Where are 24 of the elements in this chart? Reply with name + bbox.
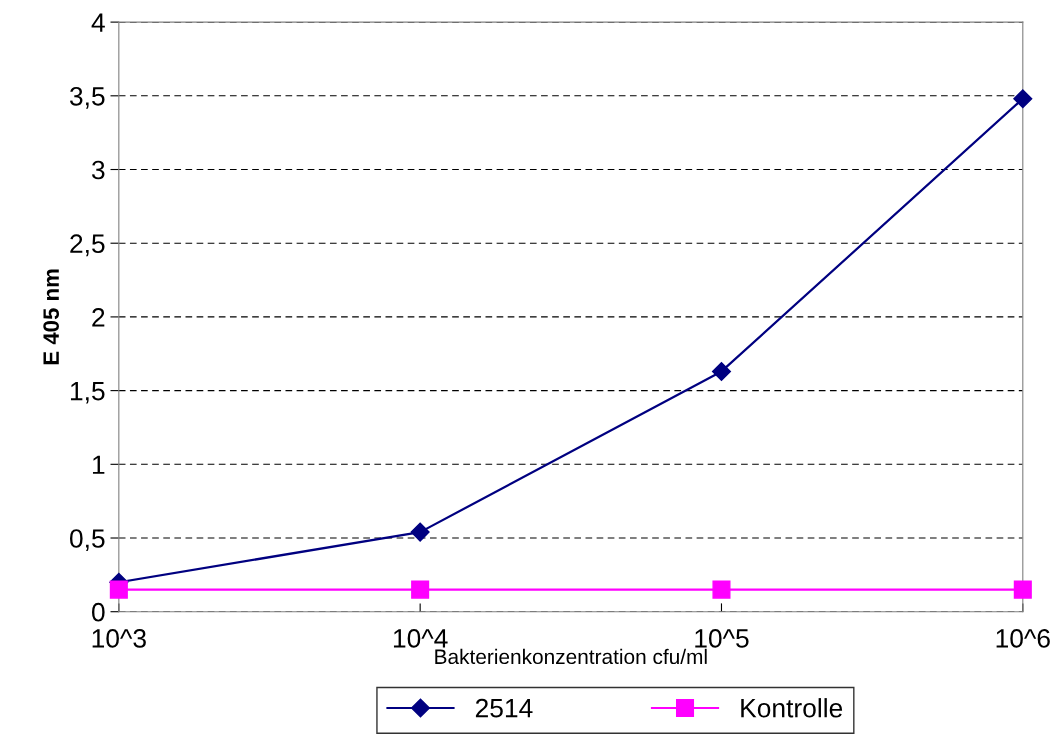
y-tick-label: 2	[92, 308, 105, 327]
legend-label: 2514	[475, 698, 533, 718]
point	[109, 580, 128, 599]
y-tick-label: 3	[91, 160, 105, 180]
point	[410, 522, 430, 542]
x-axis-title: Bakterienkonzentration cfu/ml	[435, 648, 707, 665]
y-tick-label: 4	[91, 13, 105, 32]
y-tick-label: 1,5	[70, 382, 105, 404]
point	[712, 580, 731, 599]
point	[411, 580, 430, 599]
x-tick-label: 10^6	[996, 629, 1050, 648]
y-tick-label: 0,5	[69, 529, 105, 551]
x-tick-label: 10^5	[695, 629, 749, 648]
y-tick-label: 3,5	[69, 86, 105, 109]
point	[711, 361, 732, 381]
point	[1013, 89, 1033, 109]
y-tick-label: 2,5	[70, 234, 105, 257]
y-tick-label: 0	[91, 602, 105, 622]
legend-label: Kontrolle	[741, 698, 843, 718]
y-tick-label: 1	[92, 455, 105, 474]
y-axis-title: E 405 nm	[43, 269, 60, 365]
x-tick-label: 10^3	[92, 629, 146, 648]
x-tick-label: 10^4	[393, 629, 448, 648]
point	[1013, 580, 1032, 599]
